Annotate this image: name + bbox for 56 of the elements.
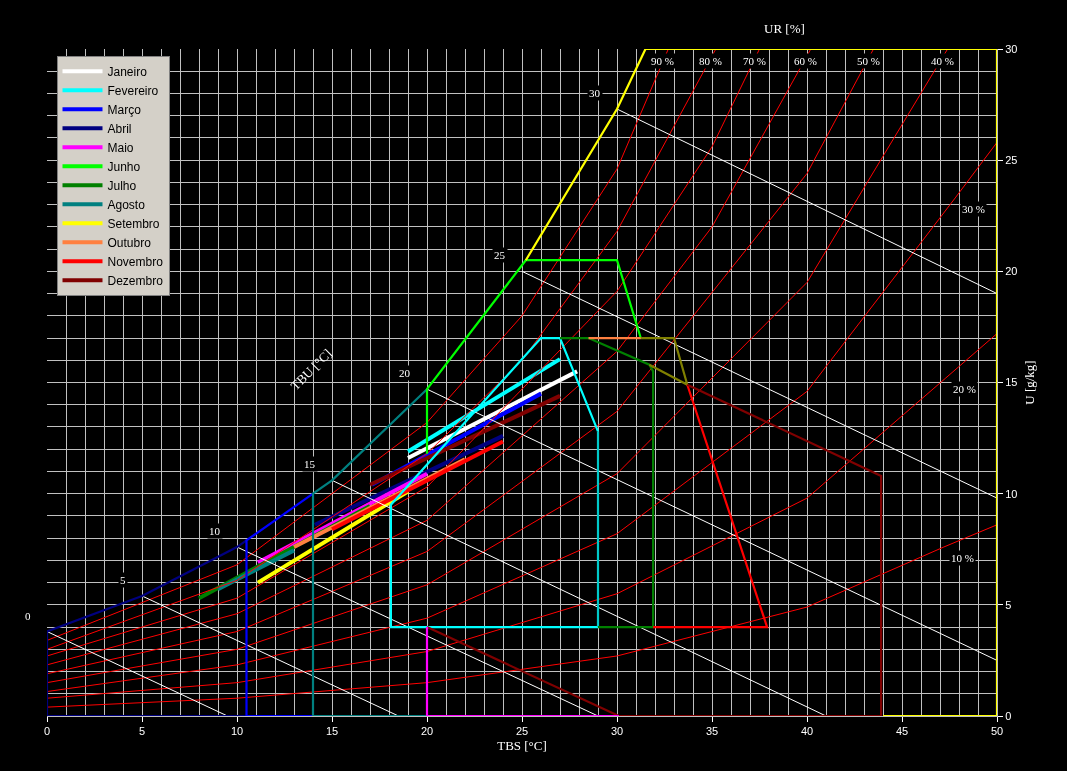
annotation: 10	[209, 525, 221, 537]
annotation: 0	[25, 610, 31, 622]
annotation: 50 %	[857, 55, 880, 67]
legend-label: Maio	[107, 140, 134, 155]
x-tick-label: 30	[610, 725, 624, 738]
y-axis-title: U [g/kg]	[1022, 360, 1038, 405]
x-tick-label: 0	[43, 725, 51, 738]
line-series	[47, 333, 997, 699]
annotation: 25	[494, 249, 506, 261]
line-series	[47, 141, 997, 693]
y-tick-label: 0	[1005, 709, 1012, 722]
line-series	[425, 383, 883, 716]
annotation: 40 %	[931, 55, 954, 67]
annotation: 10 %	[951, 552, 974, 564]
legend-label: Fevereiro	[107, 83, 159, 98]
y-tick-label: 10	[1005, 487, 1018, 500]
legend-label: Julho	[107, 178, 137, 193]
annotation: 60 %	[794, 55, 817, 67]
x-tick-label: 5	[138, 725, 146, 738]
legend-label: Janeiro	[107, 64, 148, 79]
x-tick-label: 25	[515, 725, 529, 738]
legend-label: Junho	[107, 159, 141, 174]
legend-label: Março	[107, 102, 142, 117]
annotation: 20	[399, 367, 411, 379]
annotation: 80 %	[699, 55, 722, 67]
annotation: 15	[304, 458, 316, 470]
annotation: 70 %	[743, 55, 766, 67]
x-tick-label: 10	[230, 725, 244, 738]
x-axis-title: TBS [°C]	[497, 737, 547, 753]
annotation: 30 %	[962, 203, 985, 215]
y-tick-label: 5	[1005, 598, 1012, 611]
x-tick-label: 15	[325, 725, 339, 738]
text: UR [%]	[764, 21, 805, 36]
legend-label: Dezembro	[107, 273, 164, 288]
annotation: 90 %	[651, 55, 674, 67]
x-tick-label: 50	[990, 725, 1004, 738]
annotation: 20 %	[953, 383, 976, 395]
x-tick-label: 40	[800, 725, 814, 738]
annotation: 30	[589, 87, 601, 99]
line-series	[558, 336, 655, 629]
legend-label: Outubro	[107, 235, 152, 250]
y-tick-label: 20	[1005, 265, 1018, 278]
legend-label: Agosto	[107, 197, 146, 212]
y-tick-label: 15	[1005, 376, 1018, 389]
y-tick-label: 30	[1005, 42, 1018, 55]
y-tick-label: 25	[1005, 154, 1018, 167]
x-tick-label: 45	[895, 725, 909, 738]
line-series	[47, 539, 248, 716]
legend-label: Abril	[107, 121, 132, 136]
line-series	[389, 336, 600, 629]
annotation: 5	[120, 574, 126, 586]
legend-label: Setembro	[107, 216, 160, 231]
x-tick-label: 20	[420, 725, 434, 738]
legend-label: Novembro	[107, 254, 164, 269]
line-series	[425, 259, 642, 455]
x-tick-label: 35	[705, 725, 719, 738]
